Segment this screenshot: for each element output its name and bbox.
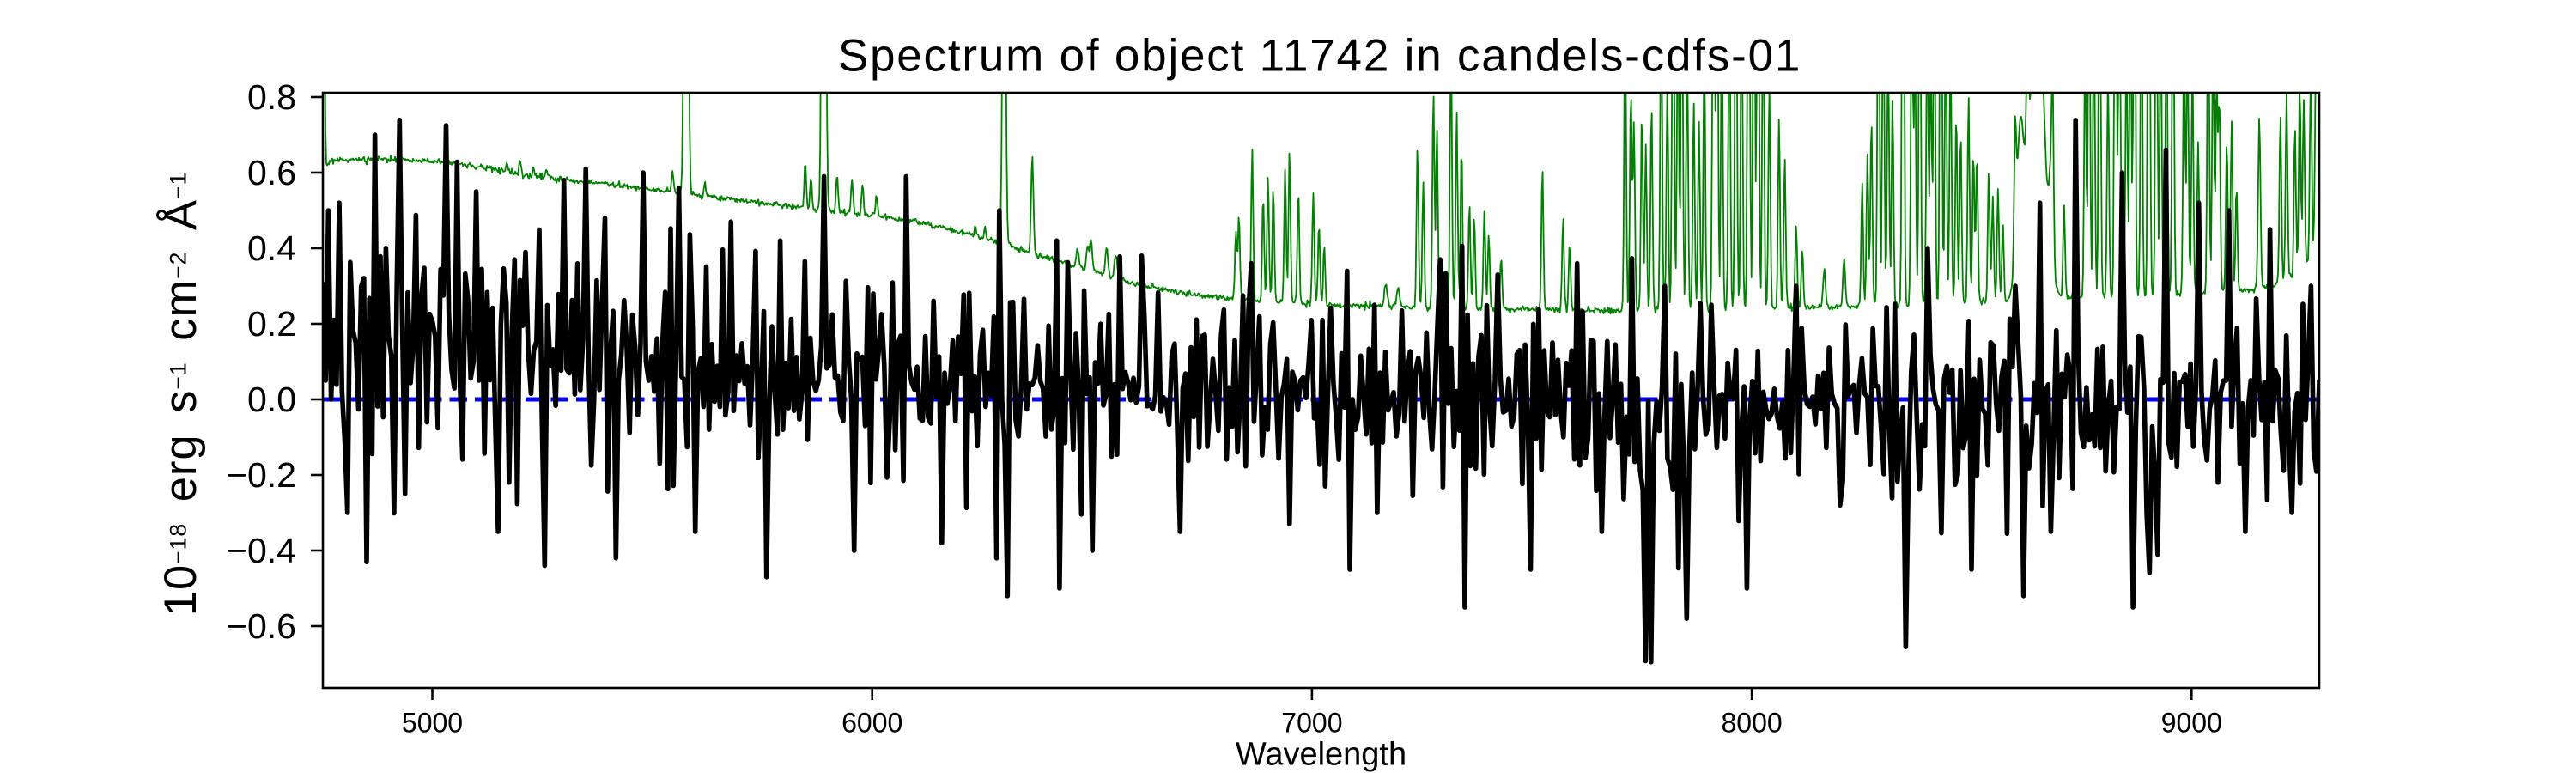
svg-text:−0.2: −0.2 <box>227 455 296 495</box>
svg-text:−0.4: −0.4 <box>227 531 296 570</box>
svg-text:0.4: 0.4 <box>247 228 296 268</box>
svg-text:0.2: 0.2 <box>247 304 296 344</box>
svg-text:0.8: 0.8 <box>247 77 296 117</box>
svg-text:5000: 5000 <box>402 708 463 739</box>
svg-text:0.0: 0.0 <box>247 380 296 419</box>
svg-text:0.6: 0.6 <box>247 153 296 192</box>
svg-text:7000: 7000 <box>1281 708 1342 739</box>
svg-text:6000: 6000 <box>841 708 902 739</box>
svg-text:9000: 9000 <box>2161 708 2222 739</box>
svg-text:Spectrum of object 11742 in ca: Spectrum of object 11742 in candels-cdfs… <box>838 31 1801 82</box>
svg-text:8000: 8000 <box>1722 708 1783 739</box>
svg-text:−0.6: −0.6 <box>227 606 296 646</box>
svg-text:Wavelength: Wavelength <box>1236 737 1406 773</box>
